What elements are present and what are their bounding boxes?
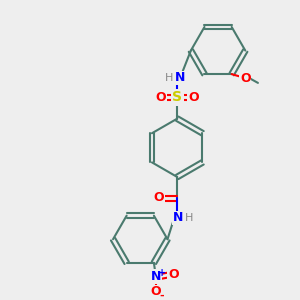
Text: -: - (159, 291, 164, 300)
Text: O: O (155, 91, 166, 104)
Text: O: O (168, 268, 179, 281)
Text: H: H (185, 213, 193, 223)
Text: O: O (188, 91, 199, 104)
Text: +: + (158, 268, 166, 278)
Text: S: S (172, 90, 182, 104)
Text: O: O (151, 286, 161, 298)
Text: N: N (173, 211, 183, 224)
Text: O: O (240, 71, 250, 85)
Text: N: N (151, 270, 161, 283)
Text: O: O (153, 191, 164, 204)
Text: N: N (175, 71, 185, 84)
Text: H: H (165, 73, 174, 83)
